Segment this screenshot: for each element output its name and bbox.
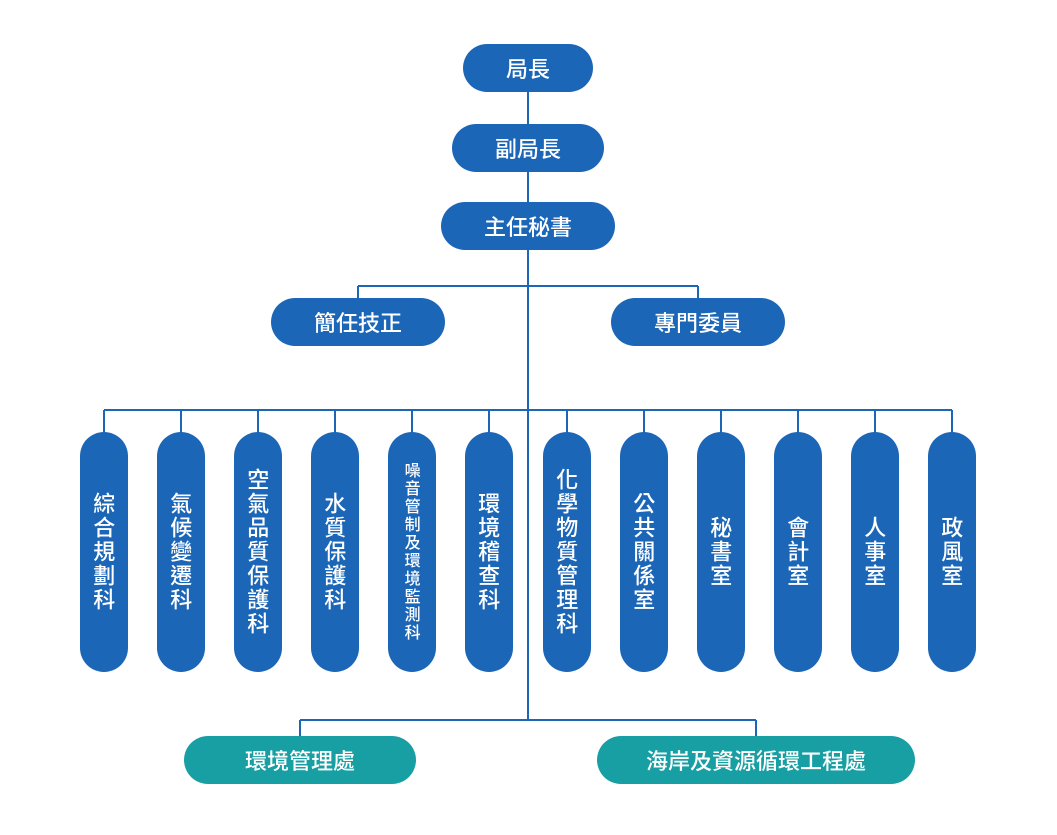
node-d3: 空氣品質保護科 [234,432,282,672]
node-d5: 噪音管制及環境監測科 [388,432,436,672]
node-secretary: 主任秘書 [441,202,615,250]
node-b1: 環境管理處 [184,736,416,784]
node-d9: 秘書室 [697,432,745,672]
node-d1: 綜合規劃科 [80,432,128,672]
node-d4: 水質保護科 [311,432,359,672]
node-d12: 政風室 [928,432,976,672]
node-deputy: 副局長 [452,124,604,172]
node-d6: 環境稽查科 [465,432,513,672]
node-d2: 氣候變遷科 [157,432,205,672]
node-d10: 會計室 [774,432,822,672]
node-tech: 簡任技正 [271,298,445,346]
node-specialist: 專門委員 [611,298,785,346]
node-director: 局長 [463,44,593,92]
node-b2: 海岸及資源循環工程處 [597,736,915,784]
node-d11: 人事室 [851,432,899,672]
org-chart: 局長副局長主任秘書簡任技正 專門委員綜合規劃科氣候變遷科空氣品質保護科水質保護科噪… [0,0,1057,835]
node-d7: 化學物質管理科 [543,432,591,672]
node-d8: 公共關係室 [620,432,668,672]
